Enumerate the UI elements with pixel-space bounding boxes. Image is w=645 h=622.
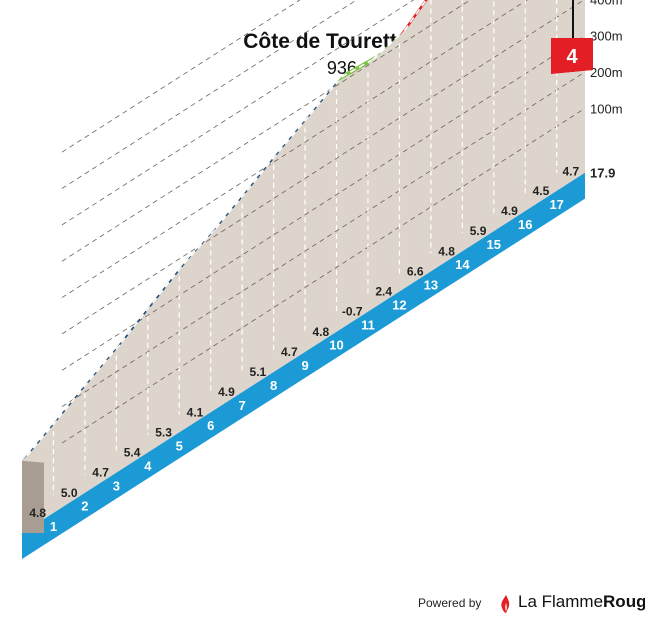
brand-name-part1: La Flamme <box>518 592 604 611</box>
km-marker-label: 14 <box>455 257 470 272</box>
road-segment <box>336 54 378 83</box>
elevation-tick-label: 300m <box>590 29 623 44</box>
road-centerline <box>215 189 248 229</box>
road-centerline <box>26 417 60 457</box>
km-marker-label: 9 <box>301 358 308 373</box>
road-centerline <box>183 227 217 265</box>
segment-gradient-label: 5.1 <box>250 365 267 379</box>
road-centerline <box>89 342 122 381</box>
segment-gradient-label: 4.7 <box>281 345 298 359</box>
km-marker-label: 8 <box>270 378 277 393</box>
elevation-gridline <box>61 0 415 226</box>
km-marker-label: 3 <box>113 479 120 494</box>
km-marker-label: 1 <box>50 519 57 534</box>
road-centerline <box>120 302 154 344</box>
elevation-gridline <box>61 0 358 189</box>
segment-gradient-label: 4.5 <box>533 184 550 198</box>
road-centerline <box>341 58 374 78</box>
elevation-gridline <box>61 0 301 153</box>
total-distance-label: 17.9 <box>590 166 615 181</box>
road-centerline <box>57 379 91 419</box>
km-marker-label: 16 <box>518 217 532 232</box>
elevation-gridline <box>61 107 586 444</box>
segment-gradient-label: 4.8 <box>312 325 329 339</box>
km-marker-label: 11 <box>361 318 375 333</box>
km-marker-label: 6 <box>207 418 214 433</box>
segment-gradient-label: 4.8 <box>438 244 455 258</box>
segment-gradient-label: 4.9 <box>218 385 235 399</box>
profile-side <box>22 460 44 533</box>
elevation-tick-label: 400m <box>590 0 623 7</box>
km-marker-label: 2 <box>81 499 88 514</box>
km-marker-label: 17 <box>549 197 563 212</box>
segment-gradient-label: 4.1 <box>187 405 204 419</box>
km-marker-label: 4 <box>144 458 152 473</box>
km-marker-label: 10 <box>329 338 343 353</box>
flame-logo-icon <box>501 595 510 613</box>
brand-name-part2: Rouge <box>603 592 645 611</box>
km-marker-label: 7 <box>239 398 246 413</box>
profile-fill <box>22 0 585 533</box>
road-centerline <box>278 114 311 153</box>
category-flag <box>551 38 593 74</box>
km-marker-label: 15 <box>487 237 501 252</box>
segment-gradient-label: 6.6 <box>407 264 424 278</box>
elevation-gridline <box>61 0 528 298</box>
segment-gradient-label: -0.7 <box>342 305 363 319</box>
segment-gradient-label: 5.3 <box>155 425 172 439</box>
brand-name: La FlammeRouge <box>518 592 645 612</box>
km-marker-label: 5 <box>176 438 183 453</box>
road-centerline <box>309 76 343 116</box>
elevation-gridline <box>61 71 586 408</box>
km-marker-label: 13 <box>424 277 438 292</box>
elevation-tick-label: 200m <box>590 65 623 80</box>
elevation-gridline <box>61 35 586 371</box>
road-centerline <box>152 262 185 304</box>
elevation-gridline <box>61 0 585 335</box>
road-centerline <box>372 29 405 61</box>
powered-by-label: Powered by <box>418 596 482 610</box>
segment-gradient-label: 5.0 <box>61 486 78 500</box>
km-band <box>22 172 585 559</box>
segment-gradient-label: 2.4 <box>375 285 392 299</box>
segment-gradient-label: 5.9 <box>470 224 487 238</box>
segment-gradient-label: 4.8 <box>29 506 46 520</box>
elevation-tick-label: 100m <box>590 101 623 116</box>
km-marker-label: 12 <box>392 297 406 312</box>
road-centerline <box>246 151 280 191</box>
elevation-gridline <box>61 0 471 262</box>
segment-gradient-label: 4.9 <box>501 204 518 218</box>
segment-gradient-label: 4.7 <box>563 165 580 179</box>
category-flag-label: 4 <box>566 46 578 68</box>
segment-gradient-label: 4.7 <box>92 466 109 480</box>
segment-gradient-label: 5.4 <box>124 446 141 460</box>
